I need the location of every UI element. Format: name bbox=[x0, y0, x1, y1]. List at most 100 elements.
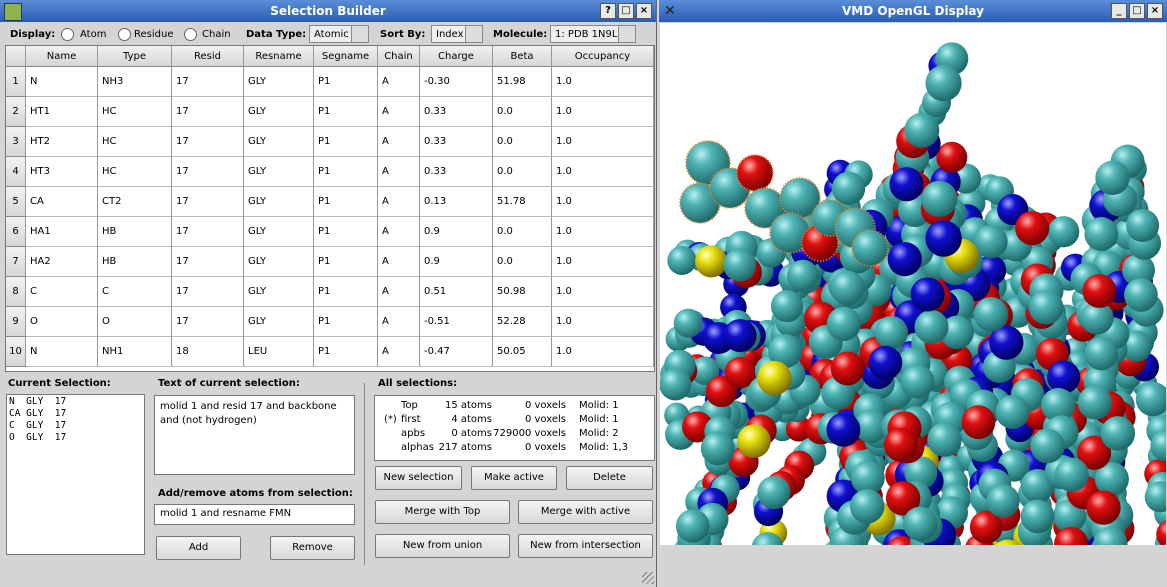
table-cell[interactable]: HB bbox=[98, 247, 172, 277]
selection-item[interactable]: O GLY 17 bbox=[9, 432, 67, 443]
table-cell[interactable]: P1 bbox=[314, 307, 378, 337]
table-cell[interactable]: A bbox=[378, 187, 420, 217]
table-cell[interactable]: 0.9 bbox=[420, 217, 493, 247]
action-button[interactable]: New from intersection bbox=[518, 534, 653, 558]
table-cell[interactable]: HT1 bbox=[26, 97, 98, 127]
table-cell[interactable]: CA bbox=[26, 187, 98, 217]
all-selections-list[interactable]: Top 15 atoms 0 voxels Molid: 1 (*) first 4 ato… bbox=[374, 395, 655, 461]
table-cell[interactable]: 1.0 bbox=[552, 157, 654, 187]
table-cell[interactable]: P1 bbox=[314, 187, 378, 217]
table-cell[interactable]: C bbox=[26, 277, 98, 307]
table-cell[interactable]: 17 bbox=[172, 277, 244, 307]
radio[interactable] bbox=[118, 28, 131, 41]
table-cell[interactable]: 0.0 bbox=[493, 97, 552, 127]
selection-name[interactable]: Top bbox=[401, 400, 418, 411]
selection-name[interactable]: alphas bbox=[401, 442, 434, 453]
table-cell[interactable]: 1.0 bbox=[552, 307, 654, 337]
action-button[interactable]: New selection bbox=[375, 466, 462, 490]
action-button[interactable]: Merge with active bbox=[518, 500, 653, 524]
table-cell[interactable]: 50.98 bbox=[493, 277, 552, 307]
table-cell[interactable]: GLY bbox=[244, 157, 314, 187]
column-header[interactable]: Type bbox=[98, 46, 172, 67]
sort-by-select[interactable]: Index bbox=[431, 25, 483, 43]
row-header[interactable]: 6 bbox=[6, 217, 26, 247]
table-cell[interactable]: HT3 bbox=[26, 157, 98, 187]
table-cell[interactable]: O bbox=[26, 307, 98, 337]
column-header[interactable]: Segname bbox=[314, 46, 378, 67]
table-cell[interactable]: A bbox=[378, 67, 420, 97]
table-cell[interactable]: 0.51 bbox=[420, 277, 493, 307]
table-cell[interactable]: 1.0 bbox=[552, 247, 654, 277]
table-cell[interactable]: HB bbox=[98, 217, 172, 247]
table-cell[interactable]: GLY bbox=[244, 127, 314, 157]
table-cell[interactable]: A bbox=[378, 277, 420, 307]
table-cell[interactable]: GLY bbox=[244, 247, 314, 277]
table-cell[interactable]: 17 bbox=[172, 157, 244, 187]
molecule-select[interactable]: 1: PDB 1N9L bbox=[550, 25, 636, 43]
radio-label[interactable]: Atom bbox=[80, 29, 107, 40]
data-type-select[interactable]: Atomic bbox=[309, 25, 369, 43]
table-cell[interactable]: P1 bbox=[314, 217, 378, 247]
radio[interactable] bbox=[61, 28, 74, 41]
radio-label[interactable]: Chain bbox=[202, 29, 231, 40]
table-cell[interactable]: 1.0 bbox=[552, 277, 654, 307]
table-cell[interactable]: -0.51 bbox=[420, 307, 493, 337]
table-cell[interactable]: 17 bbox=[172, 67, 244, 97]
table-cell[interactable]: 0.33 bbox=[420, 127, 493, 157]
table-cell[interactable]: A bbox=[378, 157, 420, 187]
selection-name[interactable]: apbs bbox=[401, 428, 426, 439]
table-cell[interactable]: 0.9 bbox=[420, 247, 493, 277]
table-cell[interactable]: HC bbox=[98, 97, 172, 127]
selection-name[interactable]: first bbox=[401, 414, 421, 425]
minimize-button[interactable]: _ bbox=[1111, 3, 1127, 19]
table-cell[interactable]: 0.0 bbox=[493, 217, 552, 247]
table-cell[interactable]: 1.0 bbox=[552, 67, 654, 97]
table-cell[interactable]: N bbox=[26, 337, 98, 367]
table-cell[interactable]: -0.30 bbox=[420, 67, 493, 97]
table-cell[interactable]: LEU bbox=[244, 337, 314, 367]
table-cell[interactable]: HT2 bbox=[26, 127, 98, 157]
table-cell[interactable]: HC bbox=[98, 127, 172, 157]
table-cell[interactable]: GLY bbox=[244, 97, 314, 127]
table-cell[interactable]: 0.0 bbox=[493, 157, 552, 187]
maximize-button[interactable]: □ bbox=[618, 3, 634, 19]
maximize-button[interactable]: □ bbox=[1129, 3, 1145, 19]
table-cell[interactable]: 1.0 bbox=[552, 127, 654, 157]
table-cell[interactable]: 17 bbox=[172, 97, 244, 127]
table-cell[interactable]: 17 bbox=[172, 187, 244, 217]
column-header[interactable]: Occupancy bbox=[552, 46, 654, 67]
action-button[interactable]: Delete bbox=[566, 466, 653, 490]
table-cell[interactable]: P1 bbox=[314, 97, 378, 127]
table-cell[interactable]: 17 bbox=[172, 307, 244, 337]
table-cell[interactable]: 0.0 bbox=[493, 127, 552, 157]
add-button[interactable]: Add bbox=[156, 536, 241, 560]
table-cell[interactable]: 1.0 bbox=[552, 217, 654, 247]
table-cell[interactable]: A bbox=[378, 307, 420, 337]
column-header[interactable]: Resname bbox=[244, 46, 314, 67]
table-cell[interactable]: GLY bbox=[244, 67, 314, 97]
table-cell[interactable]: P1 bbox=[314, 67, 378, 97]
table-cell[interactable]: 1.0 bbox=[552, 187, 654, 217]
column-header[interactable]: Resid bbox=[172, 46, 244, 67]
radio-label[interactable]: Residue bbox=[134, 29, 174, 40]
table-cell[interactable]: 17 bbox=[172, 127, 244, 157]
remove-button[interactable]: Remove bbox=[270, 536, 355, 560]
table-cell[interactable]: O bbox=[98, 307, 172, 337]
table-cell[interactable]: 0.33 bbox=[420, 97, 493, 127]
table-cell[interactable]: GLY bbox=[244, 187, 314, 217]
table-cell[interactable]: GLY bbox=[244, 277, 314, 307]
table-cell[interactable]: P1 bbox=[314, 277, 378, 307]
column-header[interactable]: Chain bbox=[378, 46, 420, 67]
table-cell[interactable]: P1 bbox=[314, 157, 378, 187]
row-header[interactable]: 1 bbox=[6, 67, 26, 97]
close-button[interactable]: × bbox=[1147, 3, 1163, 19]
table-cell[interactable]: 0.0 bbox=[493, 247, 552, 277]
table-cell[interactable]: 1.0 bbox=[552, 97, 654, 127]
column-header[interactable]: Charge bbox=[420, 46, 493, 67]
table-cell[interactable]: GLY bbox=[244, 307, 314, 337]
molecule-view[interactable] bbox=[660, 23, 1166, 545]
table-cell[interactable]: 0.13 bbox=[420, 187, 493, 217]
table-cell[interactable]: A bbox=[378, 127, 420, 157]
row-header[interactable]: 9 bbox=[6, 307, 26, 337]
table-cell[interactable]: 52.28 bbox=[493, 307, 552, 337]
